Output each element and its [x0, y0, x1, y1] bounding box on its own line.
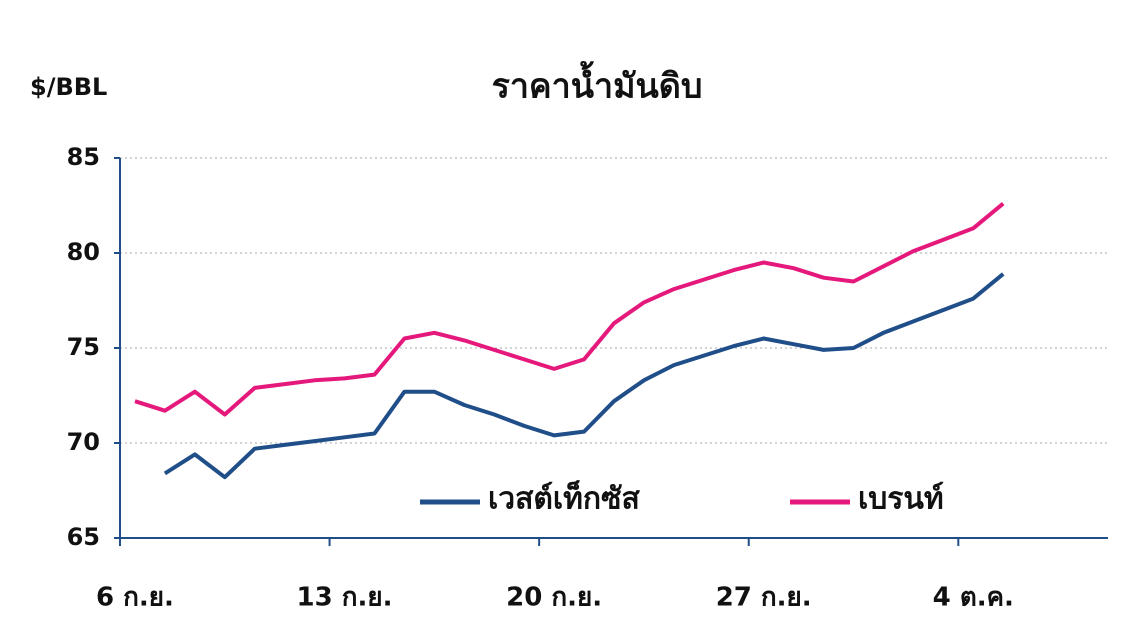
y-tick-label: 65: [67, 523, 100, 551]
y-tick-label: 75: [67, 333, 100, 361]
x-tick-label: 20 ก.ย.: [506, 583, 602, 613]
x-tick-label: 27 ก.ย.: [716, 583, 812, 613]
x-tick-label: 4 ต.ค.: [933, 583, 1014, 613]
x-tick-label: 13 ก.ย.: [297, 583, 393, 613]
series-line: [163, 272, 1005, 480]
y-tick-label: 70: [67, 428, 100, 456]
x-tick-label: 6 ก.ย.: [96, 583, 174, 613]
y-tick-label: 85: [67, 143, 100, 171]
chart-title: ราคาน้ำมันดิบ: [492, 61, 703, 107]
y-tick-label: 80: [67, 238, 100, 266]
series-line: [134, 202, 1005, 417]
y-axis-label: $/BBL: [30, 73, 107, 101]
legend-label: เบรนท์: [858, 482, 944, 517]
legend-label: เวสต์เท็กซัส: [488, 480, 640, 517]
